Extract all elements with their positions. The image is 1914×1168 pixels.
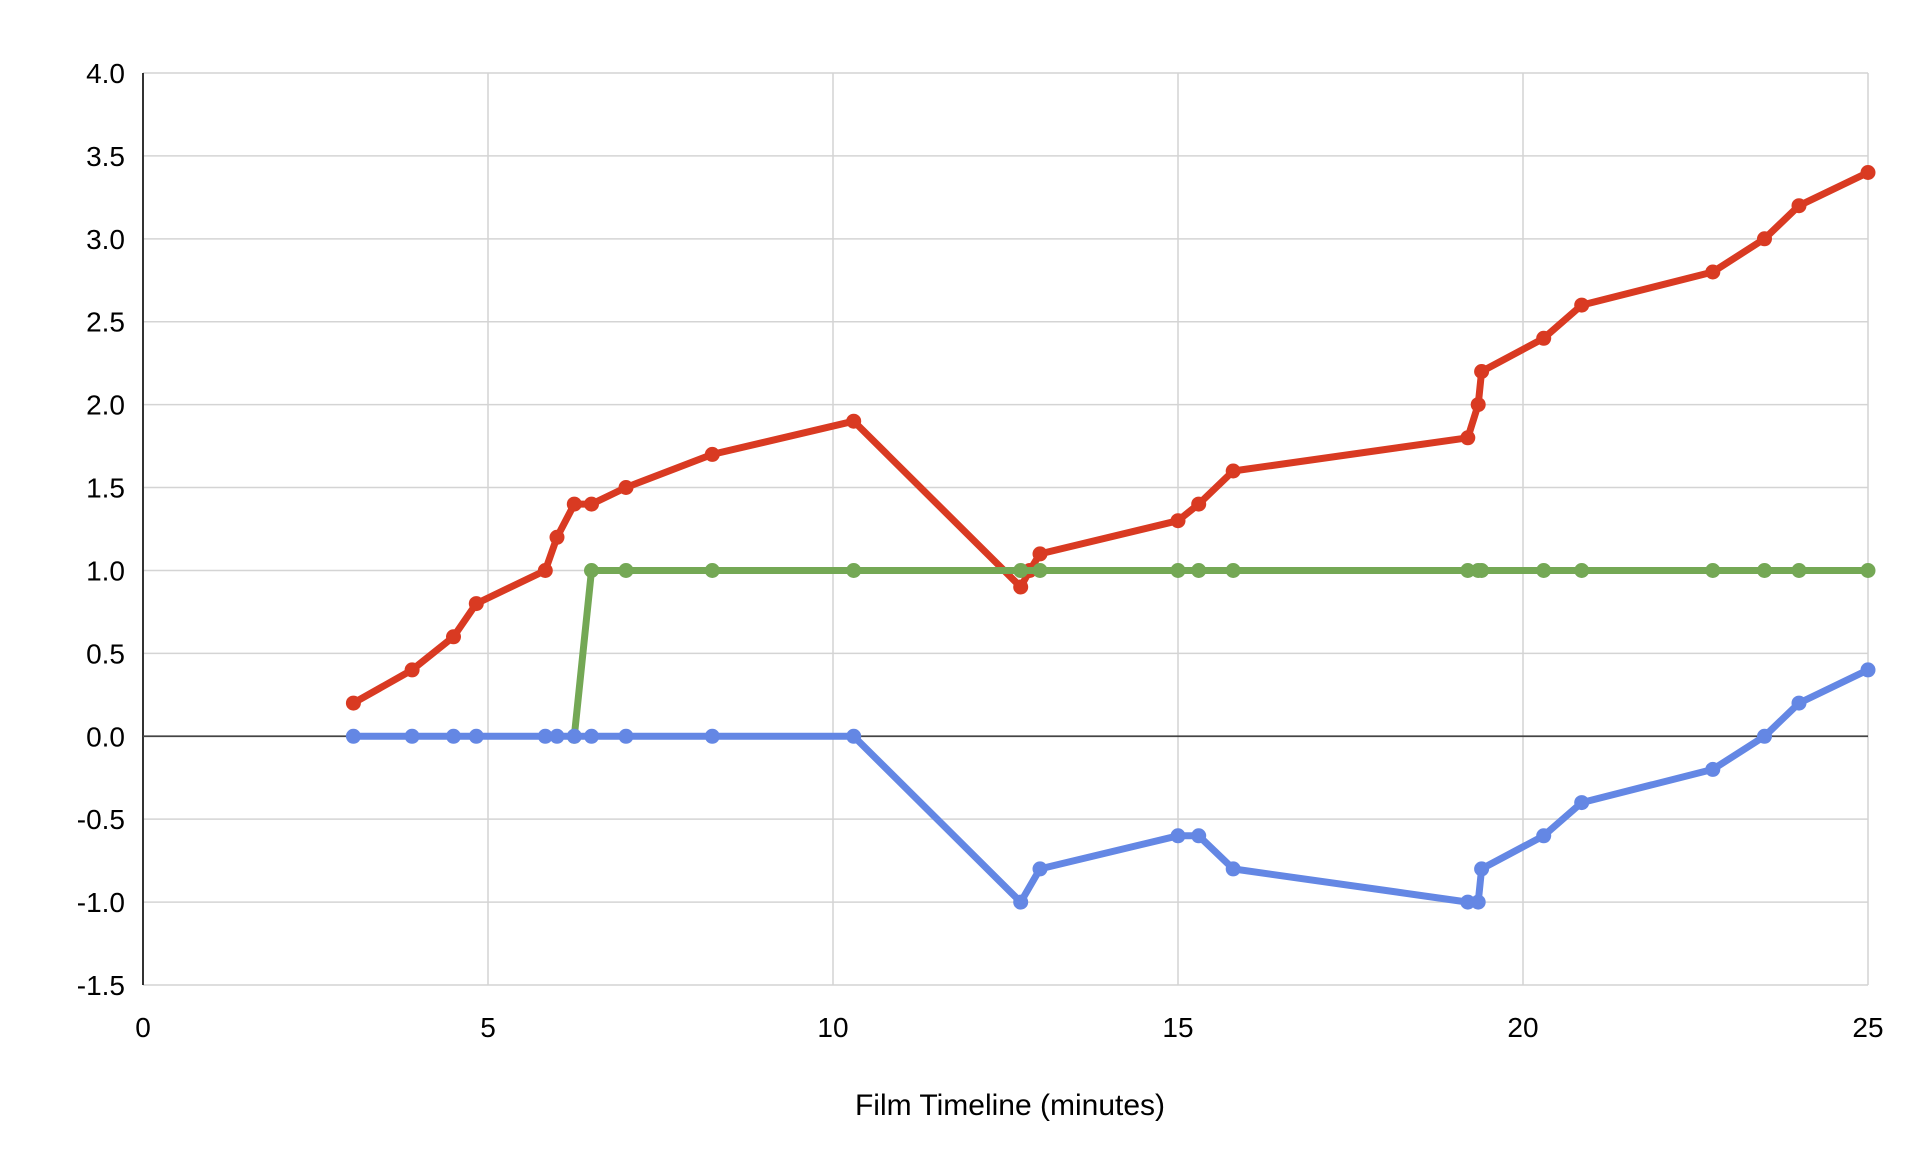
data-point <box>1032 546 1048 562</box>
data-point <box>1574 563 1590 578</box>
x-tick-label: 15 <box>1162 1012 1193 1043</box>
data-point <box>1191 828 1207 844</box>
data-point <box>704 563 720 578</box>
data-point <box>1460 430 1476 446</box>
data-point <box>537 728 553 744</box>
data-point <box>1536 330 1552 346</box>
data-point <box>1032 563 1048 578</box>
data-point <box>404 662 420 678</box>
data-point <box>1170 828 1186 844</box>
x-tick-label: 20 <box>1507 1012 1538 1043</box>
data-point <box>1460 894 1476 910</box>
tick-labels: -1.5 -1.0 -0.5 0.0 0.5 1.0 1.5 2.0 2.5 3.0 3.5 4.0 0… <box>77 58 1884 1043</box>
data-point <box>846 413 862 429</box>
data-point <box>1170 563 1186 578</box>
data-point <box>846 728 862 744</box>
data-point <box>549 728 565 744</box>
x-tick-label: 5 <box>480 1012 496 1043</box>
data-point <box>1470 397 1486 413</box>
y-tick-label: -1.0 <box>77 887 125 918</box>
data-point <box>1705 264 1721 280</box>
data-point <box>1757 563 1772 578</box>
data-point <box>1032 861 1048 877</box>
data-point <box>1791 198 1807 214</box>
data-point <box>468 596 484 612</box>
data-point <box>584 496 599 512</box>
axes <box>142 73 1868 985</box>
data-point <box>1191 563 1207 578</box>
x-tick-label: 10 <box>817 1012 848 1043</box>
data-point <box>446 629 461 645</box>
data-point <box>1474 563 1490 578</box>
data-point <box>1705 761 1721 777</box>
y-tick-label: 4.0 <box>86 58 125 89</box>
gridlines <box>143 72 1869 986</box>
data-point <box>704 446 720 462</box>
series-2 <box>566 563 1876 744</box>
data-point <box>1536 828 1552 844</box>
series-1 <box>345 165 1876 711</box>
data-point <box>1860 662 1876 678</box>
series-line <box>349 169 1872 707</box>
y-tick-label: 3.5 <box>86 141 125 172</box>
data-point <box>345 695 361 711</box>
data-point <box>1170 513 1186 529</box>
data-point <box>537 563 553 578</box>
y-tick-label: 3.0 <box>86 224 125 255</box>
series-group <box>345 165 1876 910</box>
y-tick-label: 1.5 <box>86 473 125 504</box>
y-tick-label: 0.5 <box>86 638 125 669</box>
data-point <box>566 496 582 512</box>
data-point <box>1757 231 1772 247</box>
y-tick-label: -1.5 <box>77 970 125 1001</box>
data-point <box>1474 364 1490 379</box>
data-point <box>1225 463 1241 479</box>
data-point <box>1860 563 1876 578</box>
data-point <box>404 728 420 744</box>
y-tick-label: 2.0 <box>86 390 125 421</box>
data-point <box>1574 795 1590 811</box>
data-point <box>618 563 634 578</box>
data-point <box>1791 695 1807 711</box>
data-point <box>345 728 361 744</box>
series-3 <box>345 662 1876 910</box>
data-point <box>704 728 720 744</box>
data-point <box>1574 297 1590 313</box>
data-point <box>846 563 862 578</box>
data-point <box>1791 563 1807 578</box>
data-point <box>1191 496 1207 512</box>
data-point <box>618 480 634 495</box>
data-point <box>1225 563 1241 578</box>
data-point <box>1757 728 1772 744</box>
data-point <box>1860 165 1876 180</box>
data-point <box>584 563 599 578</box>
data-point <box>1013 579 1029 595</box>
data-point <box>566 728 582 744</box>
data-point <box>1705 563 1721 578</box>
data-point <box>549 529 565 545</box>
y-tick-label: 1.0 <box>86 555 125 586</box>
data-point <box>1470 894 1486 910</box>
y-tick-label: 2.5 <box>86 307 125 338</box>
x-tick-label: 0 <box>135 1012 151 1043</box>
data-point <box>1013 894 1029 910</box>
data-point <box>1474 861 1490 877</box>
data-point <box>468 728 484 744</box>
data-point <box>1013 563 1029 578</box>
y-tick-label: 0.0 <box>86 721 125 752</box>
data-point <box>1536 563 1552 578</box>
x-axis-title: Film Timeline (minutes) <box>855 1089 1165 1122</box>
data-point <box>618 728 634 744</box>
data-point <box>1225 861 1241 877</box>
data-point <box>584 728 599 744</box>
y-tick-label: -0.5 <box>77 804 125 835</box>
data-point <box>446 728 461 744</box>
x-tick-label: 25 <box>1852 1012 1883 1043</box>
data-point <box>1460 563 1476 578</box>
